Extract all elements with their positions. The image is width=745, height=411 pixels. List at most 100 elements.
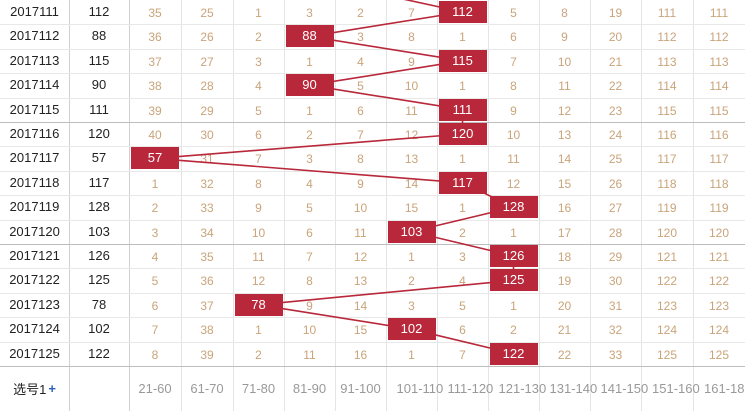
hit-marker: 57 (131, 147, 179, 170)
number-selector: 选号1 + (0, 366, 69, 411)
column-header-label: 161-183 (704, 381, 745, 396)
miss-count-cell: 22 (608, 79, 623, 94)
miss-count-cell: 6 (510, 30, 517, 45)
miss-count-cell: 1 (306, 54, 313, 69)
hit-marker: 126 (489, 245, 538, 267)
miss-count-cell: 31 (200, 152, 214, 167)
row-divider (0, 146, 745, 147)
period-cell: 2017114 (9, 77, 60, 93)
period-cell: 2017124 (9, 321, 60, 337)
miss-count-cell: 38 (148, 79, 162, 94)
sum-cell: 126 (88, 248, 110, 263)
miss-count-cell: 1 (510, 298, 517, 313)
period-cell: 2017119 (9, 199, 60, 215)
hit-marker: 88 (285, 25, 334, 48)
row-divider (0, 268, 745, 269)
miss-count-cell: 4 (357, 54, 364, 69)
period-cell: 2017113 (9, 52, 60, 68)
column-header: 161-183 (693, 366, 745, 411)
miss-count-cell: 8 (357, 152, 364, 167)
miss-count-cell: 36 (200, 274, 214, 289)
miss-count-cell: 15 (557, 176, 572, 191)
miss-count-cell: 12 (506, 176, 521, 191)
miss-count-cell: 39 (200, 347, 214, 362)
miss-count-cell: 30 (608, 274, 623, 289)
column-header: 81-90 (284, 366, 335, 411)
miss-count-cell: 2 (510, 323, 517, 338)
row-divider (0, 24, 745, 25)
miss-count-cell: 37 (148, 54, 162, 69)
add-selector-button[interactable]: + (48, 381, 56, 396)
miss-count-cell: 19 (608, 6, 623, 20)
miss-count-cell: 7 (306, 250, 313, 264)
miss-count-cell: 125 (656, 347, 678, 362)
column-divider (129, 0, 130, 411)
hit-marker: 122 (489, 342, 538, 365)
miss-count-cell: 35 (200, 250, 214, 264)
miss-count-cell: 124 (708, 323, 730, 338)
hit-marker: 111 (438, 98, 487, 121)
column-header-label: 81-90 (292, 381, 327, 396)
column-header-label: 21-60 (138, 381, 172, 396)
sum-cell: 102 (88, 321, 110, 337)
miss-count-cell: 16 (557, 201, 572, 216)
period-cell: 2017120 (9, 223, 60, 239)
miss-count-cell: 9 (408, 54, 415, 69)
row-divider (0, 171, 745, 172)
sum-cell: 90 (91, 77, 107, 93)
miss-count-cell: 26 (200, 30, 214, 45)
miss-count-cell: 111 (709, 6, 729, 20)
miss-count-cell: 38 (200, 323, 214, 338)
miss-count-cell: 1 (408, 250, 415, 264)
miss-count-cell: 27 (608, 201, 623, 216)
miss-count-cell: 13 (557, 128, 572, 142)
miss-count-cell: 14 (353, 298, 368, 313)
miss-count-cell: 124 (656, 323, 678, 338)
column-divider (437, 0, 438, 411)
miss-count-cell: 1 (459, 30, 466, 45)
miss-count-cell: 2 (459, 225, 466, 240)
column-header: 121-130 (488, 366, 547, 411)
group-divider (0, 122, 745, 123)
miss-count-cell: 116 (657, 128, 677, 142)
miss-count-cell: 9 (357, 176, 364, 191)
row-divider (0, 49, 745, 50)
period-cell: 2017122 (9, 272, 60, 288)
miss-count-cell: 119 (709, 201, 729, 216)
miss-count-cell: 14 (404, 176, 419, 191)
miss-count-cell: 3 (408, 298, 415, 313)
miss-count-cell: 4 (459, 274, 466, 289)
sum-cell: 88 (91, 28, 107, 44)
miss-count-cell: 15 (404, 201, 419, 216)
miss-count-cell: 3 (151, 225, 159, 240)
row-divider (0, 73, 745, 74)
miss-count-cell: 1 (510, 225, 517, 240)
miss-count-cell: 9 (510, 103, 517, 118)
miss-count-cell: 23 (608, 103, 623, 118)
period-cell: 2017118 (9, 174, 60, 190)
miss-count-cell: 118 (709, 176, 729, 191)
miss-count-cell: 117 (657, 152, 677, 167)
row-divider (0, 293, 745, 294)
miss-count-cell: 3 (459, 250, 466, 264)
miss-count-cell: 7 (357, 128, 364, 142)
selector-label: 选号1 (13, 382, 47, 397)
hit-marker: 115 (438, 49, 487, 72)
miss-count-cell: 9 (561, 30, 568, 45)
hit-marker: 120 (438, 123, 487, 145)
miss-count-cell: 5 (357, 79, 364, 94)
miss-count-cell: 122 (656, 274, 678, 289)
miss-count-cell: 29 (200, 103, 214, 118)
miss-count-cell: 123 (656, 298, 678, 313)
column-header-label: 131-140 (549, 381, 598, 396)
column-header-label: 111-120 (447, 381, 494, 396)
column-header-label: 121-130 (498, 381, 547, 396)
column-divider (386, 0, 387, 411)
miss-count-cell: 114 (709, 79, 729, 94)
miss-count-cell: 20 (608, 30, 623, 45)
miss-count-cell: 2 (255, 30, 262, 45)
miss-count-cell: 30 (200, 128, 214, 142)
miss-count-cell: 4 (255, 79, 262, 94)
hit-marker: 117 (438, 171, 487, 194)
hit-marker: 90 (285, 74, 334, 97)
